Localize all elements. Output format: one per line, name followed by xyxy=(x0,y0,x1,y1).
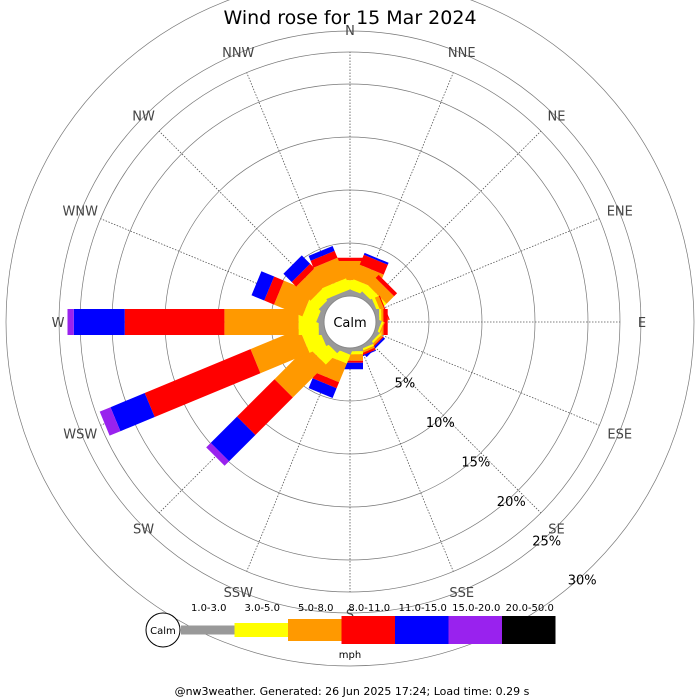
direction-label-s: S xyxy=(346,608,354,623)
radial-tick-labels: 5% 10% 15% 20% 25% 30% xyxy=(395,377,597,589)
direction-label-nne: NNE xyxy=(448,46,476,61)
legend-unit-label: mph xyxy=(339,650,361,661)
bar-segment-ssw-4 xyxy=(308,378,337,398)
direction-label-e: E xyxy=(638,316,646,331)
bar-segment-sw-4 xyxy=(210,416,256,462)
radial-tick-label: 5% xyxy=(395,377,416,392)
bar-segment-wsw-3 xyxy=(144,349,261,417)
legend-bin-label-2: 5.0-8.0 xyxy=(298,603,333,614)
bar-segment-sw-3 xyxy=(237,379,293,435)
bar-segment-w-3 xyxy=(124,309,225,335)
bar-segment-wnw-3 xyxy=(264,276,284,305)
legend-bin-label-3: 8.0-11.0 xyxy=(348,603,390,614)
grid-spoke xyxy=(373,218,600,313)
bar-segment-nnw-0 xyxy=(326,289,353,303)
bar-segment-ne-2 xyxy=(368,277,395,304)
legend-swatch-1 xyxy=(234,623,288,637)
bar-segment-ne-3 xyxy=(375,274,398,297)
chart-title: Wind rose for 15 Mar 2024 xyxy=(223,7,476,29)
bar-segment-n-3 xyxy=(337,257,363,261)
radial-tick-label: 20% xyxy=(497,495,526,510)
bar-segment-wsw-4 xyxy=(110,393,155,432)
legend-calm-label: Calm xyxy=(150,626,176,637)
grid-ring xyxy=(58,30,642,614)
bar-segment-nnw-2 xyxy=(313,257,346,289)
radial-tick-label: 15% xyxy=(461,455,490,470)
legend-bin-label-6: 20.0-50.0 xyxy=(506,603,554,614)
bar-segment-nne-3 xyxy=(359,254,388,275)
footer-text: @nw3weather. Generated: 26 Jun 2025 17:2… xyxy=(175,685,530,698)
legend-calm-circle xyxy=(145,612,181,648)
calm-circle: Calm xyxy=(323,295,377,349)
bar-segment-nne-4 xyxy=(363,252,389,265)
bar-segment-w-5 xyxy=(67,309,74,335)
legend-bin-label-4: 11.0-15.0 xyxy=(399,603,447,614)
speed-legend: Calm 1.0-3.0 3.0-5.0 5.0-8.0 8.0-11.0 11.0-15… xyxy=(145,603,556,648)
bar-segment-sw-2 xyxy=(274,346,326,398)
bar-segment-nnw-1 xyxy=(322,278,351,299)
bar-segment-sw-5 xyxy=(206,442,230,466)
direction-label-n: N xyxy=(345,24,355,39)
legend-bin-label-5: 15.0-20.0 xyxy=(452,603,500,614)
legend-bin-label-1: 3.0-5.0 xyxy=(245,603,280,614)
bar-segment-wsw-5 xyxy=(99,407,121,436)
legend-swatch-2 xyxy=(288,619,342,641)
bar-segment-w-4 xyxy=(73,309,125,335)
bar-segment-nnw-3 xyxy=(310,250,338,268)
wind-bars xyxy=(67,246,398,466)
bar-segment-wsw-2 xyxy=(250,328,310,374)
grid-spoke xyxy=(368,130,542,304)
radial-tick-label: 25% xyxy=(532,534,561,549)
legend-swatch-4 xyxy=(395,616,449,644)
direction-label-nw: NW xyxy=(132,110,155,125)
direction-labels: N NNE NE ENE E ESE SE SSE S SSW SW WSW W WNW NW NNW xyxy=(52,24,647,623)
direction-label-w: W xyxy=(52,316,65,331)
bar-segment-nw-4 xyxy=(283,255,311,283)
direction-label-sse: SSE xyxy=(449,586,474,601)
direction-label-ene: ENE xyxy=(607,204,633,219)
direction-label-ese: ESE xyxy=(607,428,632,443)
grid-ring xyxy=(5,0,695,667)
direction-label-sw: SW xyxy=(133,522,154,537)
direction-label-wnw: WNW xyxy=(63,204,99,219)
bar-segment-nw-3 xyxy=(291,263,315,287)
bar-segment-e-3 xyxy=(383,309,388,335)
bar-segment-w-2 xyxy=(224,309,299,335)
direction-label-nnw: NNW xyxy=(222,46,254,61)
bar-segment-nnw-4 xyxy=(308,246,335,261)
legend-swatch-6 xyxy=(502,616,556,644)
bar-segment-ssw-3 xyxy=(312,372,340,389)
direction-label-se: SE xyxy=(548,522,564,537)
radial-tick-label: 10% xyxy=(426,416,455,431)
legend-bin-label-0: 1.0-3.0 xyxy=(191,603,226,614)
bar-segment-wnw-4 xyxy=(251,271,275,301)
direction-label-wsw: WSW xyxy=(63,428,97,443)
calm-label: Calm xyxy=(333,316,366,331)
legend-swatch-5 xyxy=(448,616,502,644)
radial-tick-label: 30% xyxy=(568,574,597,589)
direction-label-ne: NE xyxy=(547,110,565,125)
direction-label-ssw: SSW xyxy=(224,586,254,601)
legend-swatch-3 xyxy=(341,616,395,644)
calm-circle-shape xyxy=(323,295,377,349)
legend-swatch-0 xyxy=(181,625,235,635)
